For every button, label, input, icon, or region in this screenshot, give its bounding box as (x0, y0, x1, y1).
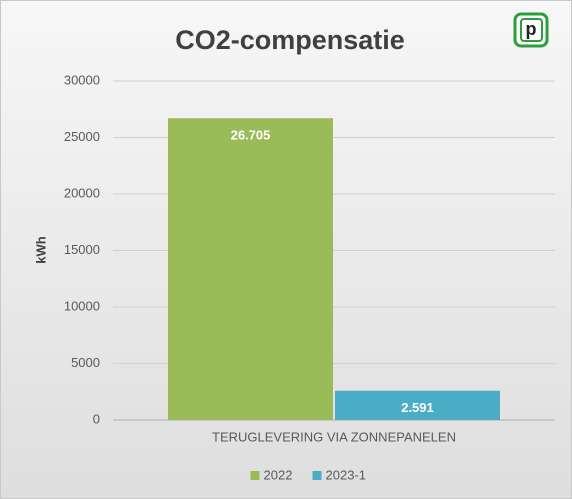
y-axis-label: kWh (33, 236, 48, 264)
bar (168, 118, 333, 421)
y-tick-label: 20000 (64, 185, 100, 200)
y-tick-label: 25000 (64, 129, 100, 144)
legend-label: 2022 (264, 467, 293, 482)
legend-swatch (312, 471, 322, 480)
y-tick-label: 15000 (64, 242, 100, 257)
x-tick-label: TERUGLEVERING VIA ZONNEPANELEN (212, 429, 456, 444)
logo: p (513, 12, 549, 48)
legend-label: 2023-1 (326, 467, 366, 482)
y-tick-label: 30000 (64, 72, 100, 87)
data-label: 2.591 (401, 400, 434, 415)
y-tick-label: 0 (93, 411, 100, 426)
bar (335, 390, 500, 420)
data-label: 26.705 (231, 128, 271, 143)
logo-text: p (526, 19, 537, 39)
y-tick-label: 10000 (64, 298, 100, 313)
logo-inner (520, 18, 543, 42)
legend-swatch (250, 471, 260, 480)
y-tick-label: 5000 (71, 355, 100, 370)
chart-title: CO2-compensatie (175, 25, 405, 55)
